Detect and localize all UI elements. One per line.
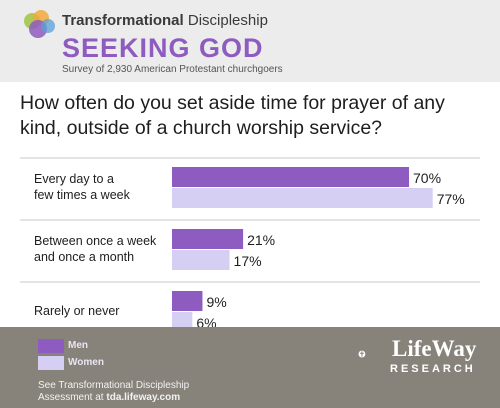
value-label-women: 6% — [196, 315, 216, 327]
bar-men — [172, 167, 409, 187]
bar-women — [172, 312, 193, 327]
value-label-women: 77% — [437, 191, 465, 207]
category-label: Between once a week — [34, 234, 157, 248]
category-label: Rarely or never — [34, 304, 119, 318]
note-line-2: Assessment at tda.lifeway.com — [38, 392, 189, 404]
assessment-link[interactable]: tda.lifeway.com — [106, 392, 181, 403]
page-title: SEEKING GOD — [62, 33, 264, 63]
lifeway-logo-icon — [358, 350, 366, 358]
category-label: few times a week — [34, 188, 131, 202]
bar-women — [172, 188, 433, 208]
category-label: and once a month — [34, 250, 134, 264]
transformational-discipleship-logo-icon — [24, 10, 55, 38]
bar-men — [172, 291, 203, 311]
brand-prefix: Transformational — [62, 12, 184, 29]
note-line-1: See Transformational Discipleship — [38, 380, 190, 391]
value-label-men: 70% — [413, 170, 441, 186]
note-line-2-prefix: Assessment at — [38, 392, 104, 403]
survey-subtitle: Survey of 2,930 American Protestant chur… — [62, 64, 283, 75]
chart-title: How often do you set aside time for pray… — [20, 92, 445, 139]
legend-label-men: Men — [68, 340, 88, 351]
brand-suffix: Discipleship — [187, 12, 268, 29]
header: Transformational Discipleship SEEKING GO… — [0, 0, 500, 82]
legend-label-women: Women — [68, 357, 104, 368]
value-label-men: 21% — [247, 232, 275, 248]
legend-swatch-women — [38, 356, 64, 370]
lifeway-research-label: RESEARCH — [390, 363, 476, 375]
bar-chart: Every day to a few times a week 70% 77% Betw… — [20, 157, 480, 327]
value-label-women: 17% — [234, 253, 262, 269]
category-label: Every day to a — [34, 172, 114, 186]
assessment-note: See Transformational Discipleship Assess… — [38, 380, 189, 404]
bar-women — [172, 250, 230, 270]
bar-men — [172, 229, 244, 249]
lifeway-wordmark: LifeWay — [392, 336, 477, 361]
value-label-men: 9% — [206, 294, 226, 310]
legend-swatch-men — [38, 339, 64, 353]
brand-name: Transformational Discipleship — [62, 12, 268, 29]
footer: Men Women See Transformational Disciples… — [0, 327, 500, 408]
